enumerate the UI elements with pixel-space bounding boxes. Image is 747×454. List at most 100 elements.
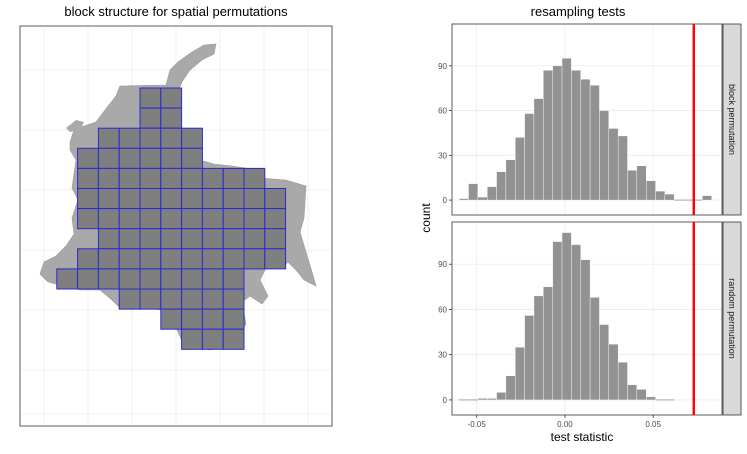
histogram-bar	[636, 389, 647, 401]
histogram-facets: 0 30 60 90 block permutation 0 30 60 90 random pe…	[438, 23, 742, 429]
histogram-bar	[487, 398, 497, 401]
y-tick-label: 60	[438, 305, 447, 314]
block-cell	[160, 147, 183, 169]
histogram-bar	[627, 170, 638, 201]
block-cell	[222, 288, 245, 310]
histogram-bar	[543, 70, 553, 201]
block-cell	[97, 268, 120, 290]
block-cell	[222, 308, 245, 330]
y-tick-label: 90	[438, 62, 447, 71]
histogram-bar	[477, 196, 488, 201]
map-title: block structure for spatial permutations	[64, 4, 288, 19]
histogram-bar	[646, 396, 656, 401]
histogram-bar	[477, 398, 488, 401]
block-cell	[139, 248, 162, 270]
block-cell	[139, 188, 162, 210]
histogram-bar	[552, 65, 563, 201]
block-cell	[181, 308, 203, 330]
x-tick-label: 0.05	[645, 420, 661, 429]
histogram-bar	[533, 295, 544, 401]
block-cell	[181, 248, 203, 270]
block-cell	[139, 87, 162, 109]
histogram-bar	[561, 232, 572, 401]
block-cell	[201, 248, 224, 270]
block-cell	[139, 288, 162, 310]
histogram-bar	[655, 190, 666, 201]
facet-strip-bg	[722, 221, 742, 416]
histogram-bar	[599, 110, 609, 201]
block-cell	[118, 188, 141, 210]
histogram-bar	[496, 392, 507, 401]
block-cell	[77, 188, 99, 210]
y-tick-label: 60	[438, 107, 447, 116]
block-cell	[160, 188, 183, 210]
histogram-bar	[608, 128, 619, 201]
histogram-bar	[561, 58, 572, 201]
block-cell	[160, 167, 183, 189]
histogram-bar	[617, 362, 628, 401]
block-cell	[160, 308, 183, 330]
block-cell	[264, 248, 287, 270]
block-cell	[160, 107, 183, 129]
histogram-bar	[571, 70, 581, 201]
block-cell	[222, 167, 245, 189]
block-cell	[139, 228, 162, 250]
block-cell	[181, 208, 203, 230]
block-cell	[201, 268, 224, 290]
histogram-bar	[608, 343, 619, 401]
block-cell	[264, 228, 287, 250]
block-cell	[181, 268, 203, 290]
x-tick-label: 0.00	[557, 420, 573, 429]
block-cell	[181, 228, 203, 250]
histogram-bar	[458, 198, 469, 201]
block-cell	[201, 288, 224, 310]
histogram-bar	[646, 180, 656, 201]
block-cell	[160, 228, 183, 250]
block-cell	[222, 328, 245, 350]
histogram-title: resampling tests	[531, 4, 626, 19]
block-cell	[264, 188, 287, 210]
facet-strip: random permutation	[722, 221, 742, 416]
block-cell	[181, 328, 203, 350]
block-cell	[201, 167, 224, 189]
block-cell	[118, 208, 141, 230]
block-cell	[264, 208, 287, 230]
x-tick-label: -0.05	[468, 420, 487, 429]
block-cell	[160, 248, 183, 270]
block-cell	[97, 147, 120, 169]
y-axis-label: count	[419, 203, 433, 233]
y-tick-label: 30	[438, 151, 447, 160]
facet-strip-label: block permutation	[727, 84, 737, 155]
histogram-bar	[702, 195, 712, 201]
block-cell	[201, 208, 224, 230]
histogram-bar	[571, 244, 581, 401]
map-coast-detail	[66, 120, 84, 132]
block-cell	[118, 248, 141, 270]
block-cell	[97, 208, 120, 230]
block-cell	[222, 268, 245, 290]
block-cell	[139, 167, 162, 189]
block-cell	[77, 268, 99, 290]
block-cell	[139, 208, 162, 230]
block-cell	[243, 167, 266, 189]
block-cell	[160, 127, 183, 149]
block-cell	[56, 268, 79, 290]
block-cell	[118, 127, 141, 149]
histogram-bar	[543, 286, 553, 401]
block-cell	[201, 328, 224, 350]
histogram-bar	[533, 98, 544, 201]
y-tick-label: 30	[438, 351, 447, 360]
block-cell	[201, 308, 224, 330]
histogram-bar	[627, 384, 638, 401]
block-cell	[181, 167, 203, 189]
block-cell	[139, 268, 162, 290]
histogram-bar	[589, 297, 600, 401]
block-cell	[97, 248, 120, 270]
facet-random: 0 30 60 90 random permutation	[438, 221, 742, 416]
block-cell	[118, 288, 141, 310]
block-cell	[160, 87, 183, 109]
facet-block: 0 30 60 90 block permutation	[438, 23, 742, 216]
block-cell	[77, 147, 99, 169]
histogram-bar	[580, 259, 591, 401]
y-tick-label: 90	[438, 260, 447, 269]
